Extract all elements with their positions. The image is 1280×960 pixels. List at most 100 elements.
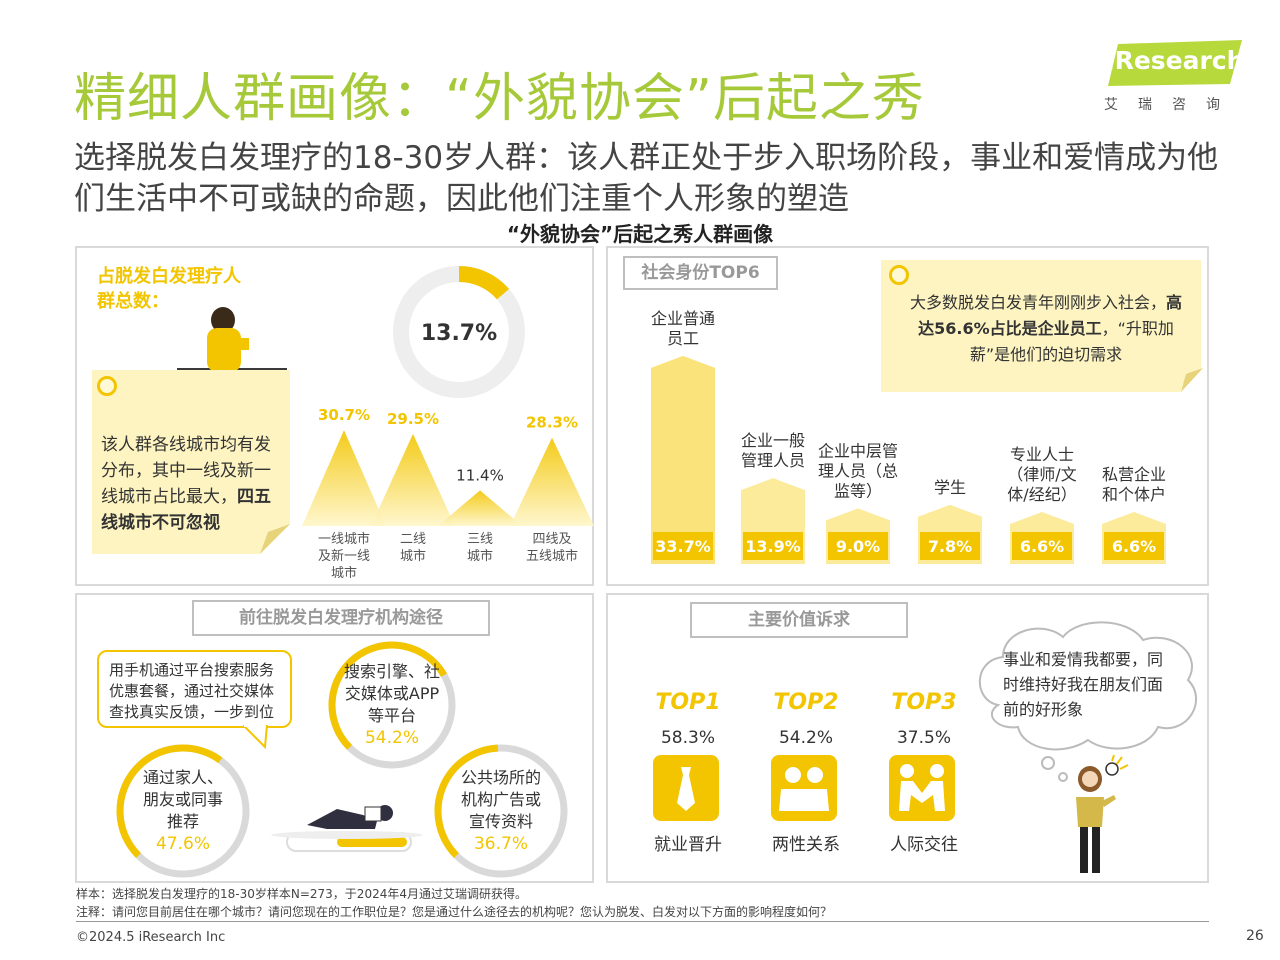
logo-cn: 艾瑞咨询 — [1104, 97, 1240, 113]
identity-category-label: 学生 — [934, 478, 966, 497]
city-value-label: 28.3% — [526, 414, 578, 432]
identity-note-text: 大多数脱发白发青年刚刚步入社会， — [909, 293, 1166, 312]
donut-slice — [458, 266, 510, 300]
city-category-label: 四线及 — [532, 532, 571, 547]
identity-note-box: 大多数脱发白发青年刚刚步入社会，高达56.6%占比是企业员工，“升职加薪”是他们… — [881, 260, 1201, 392]
bullet-ring-icon — [97, 376, 117, 396]
identity-value-label: 9.0% — [836, 537, 880, 556]
channel-rings — [116, 641, 568, 878]
page-subtitle: 选择脱发白发理疗的18-30岁人群：该人群正处于步入职场阶段，事业和爱情成为他们… — [74, 140, 1219, 217]
panel-value: 主要价值诉求 TOP1 58.3% 就业晋升 TOP2 54.2% 两性关系 T… — [606, 593, 1209, 883]
identity-value-bg — [920, 532, 980, 560]
top1-label: TOP1 — [655, 690, 721, 715]
handshake-icon — [889, 755, 955, 821]
city-peak — [438, 490, 522, 526]
city-peak — [302, 430, 386, 526]
couple-icon — [771, 755, 837, 821]
identity-value-bg — [743, 532, 803, 560]
logo-badge-icon — [1108, 40, 1242, 86]
top2-label: TOP2 — [773, 690, 839, 715]
channel-item-platform: 搜索引擎、社交媒体或APP等平台 54.2% — [339, 652, 445, 758]
top2-name: 两性关系 — [772, 835, 840, 855]
note-fold-icon — [1181, 368, 1203, 392]
identity-category-label: 企业普通 — [651, 309, 715, 328]
city-category-label: 及新一线 — [318, 548, 370, 564]
city-value-label: 11.4% — [456, 466, 504, 484]
top1-pct: 58.3% — [660, 728, 715, 748]
channel-label: 搜索引擎、社交媒体或APP等平台 — [343, 662, 440, 725]
city-value-label: 29.5% — [387, 410, 439, 428]
total-share-label: 占脱发白发理疗人群总数： — [97, 266, 241, 312]
identity-category-label: 管理人员 — [741, 451, 805, 470]
identity-value-label: 6.6% — [1020, 537, 1064, 556]
channel-speech-bubble: 用手机通过平台搜索服务优惠套餐，通过社交媒体查找真实反馈，一步到位 — [97, 650, 292, 728]
value-tag: 主要价值诉求 — [690, 602, 908, 638]
identity-category-label: 专业人士 — [1010, 445, 1074, 464]
identity-category-label: 体/经纪） — [1007, 485, 1076, 504]
identity-value-bg — [1012, 532, 1072, 560]
channel-ring-progress — [434, 744, 499, 859]
identity-category-label: 理人员（总 — [818, 461, 898, 480]
channel-label: 通过家人、朋友或同事推荐 — [142, 768, 223, 831]
channel-pct: 54.2% — [364, 728, 419, 748]
identity-value-label: 7.8% — [928, 537, 972, 556]
city-peak — [371, 433, 455, 526]
identity-value-label: 13.9% — [745, 537, 801, 556]
top2-pct: 54.2% — [778, 728, 833, 748]
donut-chart: 13.7% — [393, 266, 525, 398]
donut-value-label: 13.7% — [421, 321, 497, 346]
iresearch-logo: iResearch 艾瑞咨询 — [1100, 40, 1245, 113]
city-category-label: 城市 — [331, 565, 357, 578]
identity-category-label: 和个体户 — [1102, 485, 1166, 504]
identity-category-label: （律师/文 — [1007, 465, 1076, 484]
panel-social-identity: 社会身份TOP6 33.7% 企业普通 员工 13.9% 企业一般 管理人员 9.0% 企业中… — [606, 246, 1209, 586]
bullet-ring-icon — [889, 265, 909, 285]
identity-category-label: 企业中层管 — [818, 441, 898, 460]
tired-person-icon — [271, 805, 423, 852]
identity-note-text-2: ，“升职加薪”是他们的迫切需求 — [969, 319, 1174, 364]
identity-value-bg — [828, 532, 888, 560]
channel-item-ads: 公共场所的机构广告或宣传资料 36.7% — [445, 755, 557, 867]
identity-note-bold: 高达56.6%占比是企业员工 — [918, 293, 1183, 338]
page-title: 精细人群画像：“外貌协会”后起之秀 — [74, 69, 925, 129]
panel-channel: 前往脱发白发理疗机构途径 用手机通过平台搜索服务优惠套餐，通过社交媒体查找真实反… — [75, 593, 594, 883]
channel-pct: 47.6% — [155, 834, 210, 854]
channel-tag: 前往脱发白发理疗机构途径 — [192, 600, 490, 636]
city-value-label: 30.7% — [318, 408, 370, 424]
city-category-label: 一线城市 — [318, 531, 370, 547]
identity-value-bg — [653, 532, 713, 560]
city-note-box: 该人群各线城市均有发分布，其中一线及新一线城市占比最大，四五线城市不可忽视 — [92, 370, 290, 554]
copyright: ©2024.5 iResearch Inc — [76, 930, 226, 945]
thought-cloud-icon — [978, 621, 1198, 782]
woman-icon — [1076, 755, 1129, 873]
identity-category-label: 私营企业 — [1102, 465, 1166, 484]
identity-bar — [651, 355, 715, 564]
speech-tail-icon — [243, 725, 269, 749]
logo-brand: iResearch — [1106, 46, 1245, 75]
footer-note: 注释：请问您目前居住在哪个城市？请问您现在的工作职位是？您是通过什么途径去的机构… — [76, 905, 833, 919]
channel-pct: 36.7% — [473, 834, 528, 854]
identity-tag: 社会身份TOP6 — [623, 256, 778, 290]
city-category-label: 城市 — [400, 548, 426, 564]
panel-city-distribution: 占脱发白发理疗人群总数： 13.7% 该人群各线城市均有发分布，其中一线及新一线… — [75, 246, 594, 586]
city-category-label: 三线 — [467, 532, 493, 547]
identity-category-label: 员工 — [667, 329, 699, 348]
channel-ring-progress — [116, 744, 223, 859]
channel-item-referral: 通过家人、朋友或同事推荐 47.6% — [127, 755, 239, 867]
city-note-text: 该人群各线城市均有发分布，其中一线及新一线城市占比最大， — [101, 435, 271, 507]
channel-label: 公共场所的机构广告或宣传资料 — [460, 768, 541, 831]
footer-divider — [76, 921, 1209, 922]
identity-category-label: 企业一般 — [741, 431, 805, 450]
footer-sample: 样本：选择脱发白发理疗的18-30岁样本N=273，于2024年4月通过艾瑞调研… — [76, 887, 527, 901]
city-category-label: 二线 — [400, 532, 426, 547]
section-title: “外貌协会”后起之秀人群画像 — [506, 222, 774, 246]
city-peak — [510, 437, 594, 526]
identity-category-label: 监等） — [834, 481, 882, 500]
identity-value-label: 33.7% — [655, 537, 711, 556]
identity-value-label: 6.6% — [1112, 537, 1156, 556]
channel-ring-progress — [328, 641, 448, 750]
tie-icon — [653, 755, 719, 821]
city-category-label: 城市 — [467, 548, 493, 564]
top3-label: TOP3 — [891, 690, 957, 715]
